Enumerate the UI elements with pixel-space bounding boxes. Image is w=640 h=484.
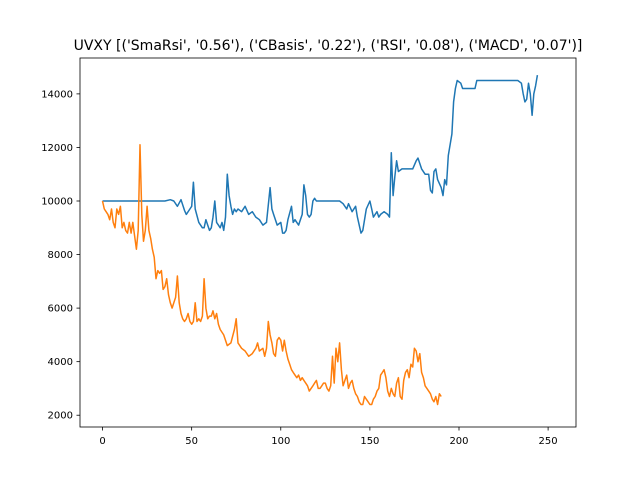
y-tick-label: 12000 <box>41 143 73 154</box>
x-tick-label: 250 <box>539 436 558 447</box>
x-tick-label: 50 <box>185 436 198 447</box>
y-tick-label: 14000 <box>41 89 73 100</box>
axes-frame <box>79 57 577 428</box>
x-tick-label: 100 <box>271 436 290 447</box>
series-line-1 <box>102 74 539 234</box>
y-tick-label: 4000 <box>48 357 73 368</box>
y-tick-label: 8000 <box>48 250 73 261</box>
plot-area <box>101 74 539 406</box>
chart-title: UVXY [('SmaRsi', '0.56'), ('CBasis', '0.… <box>74 38 583 54</box>
y-tick-label: 2000 <box>48 411 73 422</box>
x-tick-label: 200 <box>449 436 468 447</box>
x-tick-label: 0 <box>99 436 105 447</box>
x-tick-label: 150 <box>360 436 379 447</box>
axes: 0 50 100 150 200 250 2000 4000 6000 8000 10000 1200… <box>41 89 557 447</box>
y-tick-label: 6000 <box>48 304 73 315</box>
y-tick-label: 10000 <box>41 196 73 207</box>
series-line-2 <box>101 144 442 406</box>
